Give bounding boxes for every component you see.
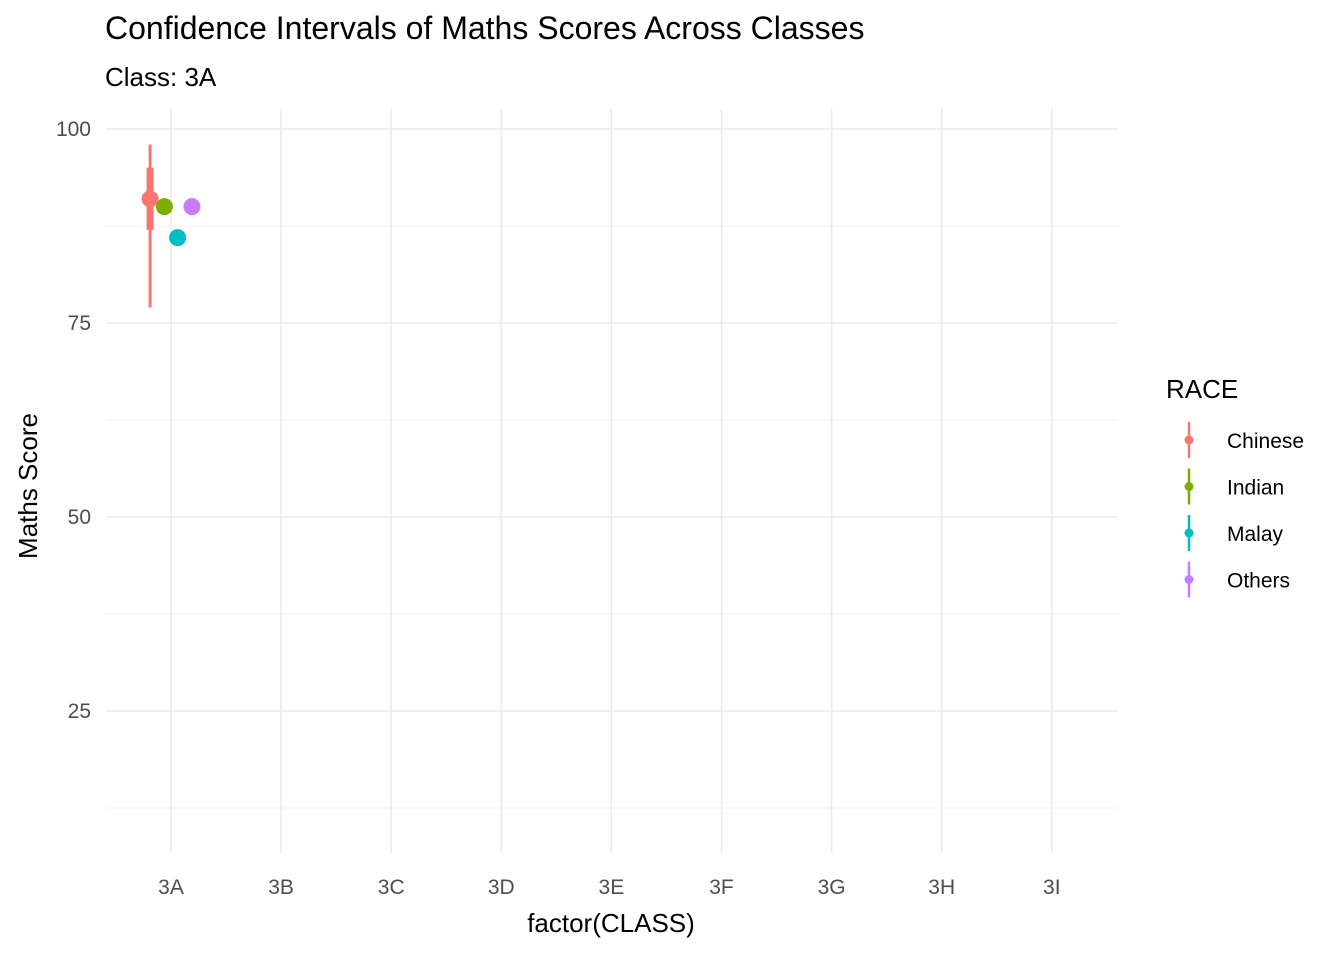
- x-tick-label: 3E: [599, 876, 625, 899]
- series-others: [183, 198, 201, 216]
- x-tick-label: 3B: [268, 876, 294, 899]
- legend-key-point: [1184, 528, 1194, 538]
- x-tick-labels: 3A 3B 3C 3D 3E 3F 3G 3H 3I: [158, 876, 1060, 899]
- data-marks: [141, 144, 201, 308]
- legend-key-point: [1184, 482, 1194, 491]
- mean-point: [183, 198, 201, 216]
- gridlines: [106, 109, 1118, 853]
- y-tick-label: 100: [56, 118, 91, 141]
- x-tick-label: 3G: [818, 876, 846, 899]
- series-malay: [169, 229, 187, 247]
- legend-key-point: [1184, 435, 1194, 445]
- mean-point: [169, 229, 187, 247]
- legend-item-chinese: Chinese: [1184, 422, 1304, 458]
- legend-label: Malay: [1227, 523, 1284, 546]
- series-indian: [155, 198, 173, 216]
- legend-item-malay: Malay: [1184, 515, 1284, 551]
- x-axis-title: factor(CLASS): [527, 908, 695, 938]
- legend-label: Others: [1227, 570, 1290, 593]
- legend-item-indian: Indian: [1184, 468, 1284, 505]
- legend-title: RACE: [1166, 374, 1238, 404]
- x-tick-label: 3C: [378, 876, 405, 899]
- y-tick-label: 25: [68, 700, 91, 723]
- legend: RACE Chinese Indian Malay Others: [1166, 374, 1304, 598]
- chart-title: Confidence Intervals of Maths Scores Acr…: [105, 10, 865, 46]
- x-tick-label: 3H: [928, 876, 955, 899]
- legend-key-point: [1184, 575, 1194, 584]
- chart-subtitle: Class: 3A: [105, 62, 217, 92]
- y-tick-label: 50: [68, 506, 91, 529]
- legend-label: Chinese: [1227, 430, 1304, 453]
- legend-label: Indian: [1227, 477, 1284, 500]
- x-tick-label: 3A: [158, 876, 184, 899]
- mean-point: [141, 190, 159, 208]
- x-tick-label: 3F: [709, 876, 734, 899]
- y-tick-labels: 25 50 75 100: [56, 118, 91, 723]
- series-chinese: [141, 144, 159, 308]
- y-tick-label: 75: [68, 312, 91, 335]
- y-axis-title: Maths Score: [13, 413, 43, 559]
- x-tick-label: 3I: [1043, 876, 1061, 899]
- legend-item-others: Others: [1184, 561, 1290, 598]
- mean-point: [155, 198, 173, 216]
- x-tick-label: 3D: [488, 876, 515, 899]
